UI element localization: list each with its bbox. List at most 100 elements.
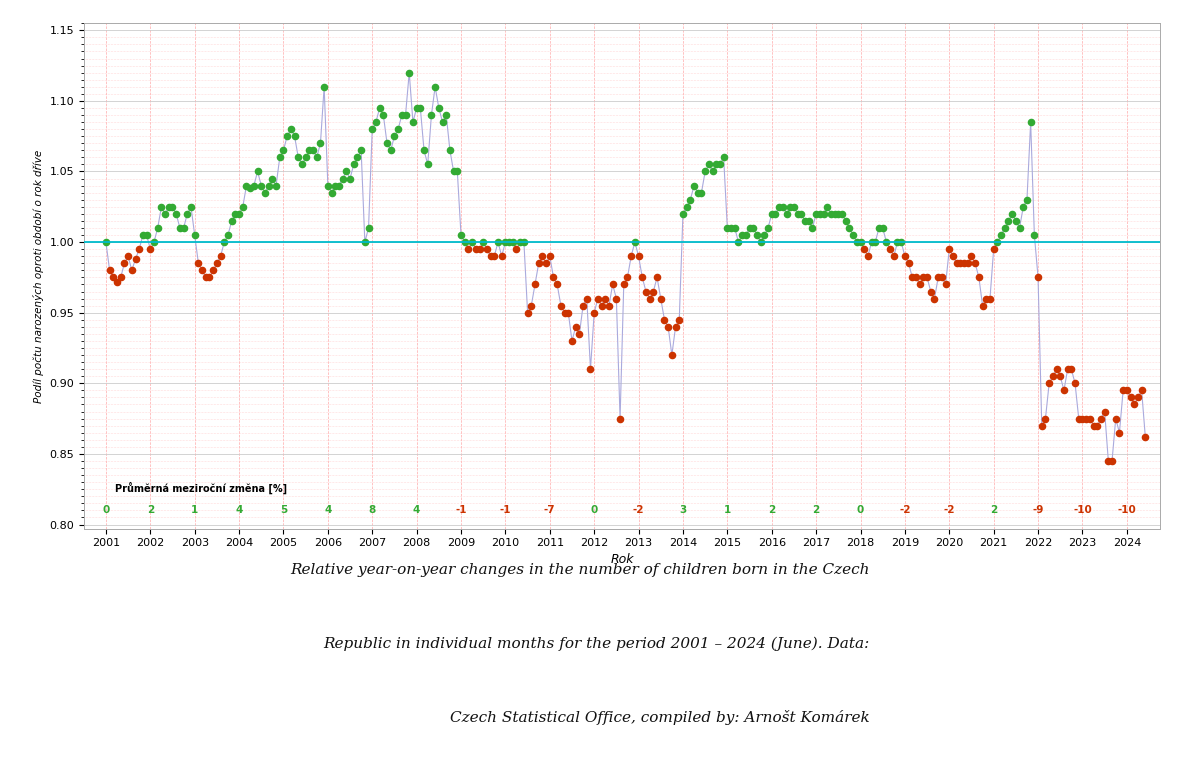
Point <box>410 101 429 114</box>
Point <box>1080 413 1099 425</box>
Text: -10: -10 <box>1117 505 1136 515</box>
Point <box>866 236 885 248</box>
Text: 2: 2 <box>768 505 775 515</box>
Point <box>855 243 874 255</box>
Point <box>810 207 829 220</box>
Point <box>1050 370 1069 382</box>
Text: Republic in individual months for the period 2001 – 2024 (June). Data:: Republic in individual months for the pe… <box>323 637 869 651</box>
Point <box>429 101 448 114</box>
Point <box>555 307 574 319</box>
Point <box>426 80 445 93</box>
Point <box>606 293 626 305</box>
Point <box>355 236 374 248</box>
Point <box>115 257 134 269</box>
Point <box>219 229 238 241</box>
Point <box>958 257 977 269</box>
Point <box>207 257 226 269</box>
Point <box>307 151 327 163</box>
Text: Průměrná meziroční změna [%]: Průměrná meziroční změna [%] <box>115 481 287 494</box>
Point <box>222 214 242 227</box>
Point <box>681 194 700 206</box>
Point <box>444 166 463 178</box>
Point <box>529 257 548 269</box>
Point <box>518 307 537 319</box>
Text: 4: 4 <box>236 505 243 515</box>
Point <box>389 123 408 135</box>
Point <box>843 229 862 241</box>
Point <box>256 187 275 199</box>
Point <box>1039 377 1058 389</box>
Point <box>341 173 360 185</box>
Point <box>1133 384 1152 396</box>
Point <box>610 413 629 425</box>
Point <box>481 250 500 262</box>
Point <box>159 200 178 213</box>
Point <box>362 123 382 135</box>
Point <box>440 144 459 156</box>
Point <box>1002 207 1021 220</box>
Point <box>447 166 466 178</box>
Point <box>500 236 519 248</box>
Point <box>488 236 507 248</box>
Text: -2: -2 <box>944 505 956 515</box>
Point <box>396 109 415 122</box>
Point <box>325 180 344 192</box>
Point <box>251 180 270 192</box>
Point <box>511 236 530 248</box>
Point <box>714 151 733 163</box>
Point <box>285 130 304 142</box>
Point <box>359 222 378 235</box>
Point <box>196 271 215 283</box>
Point <box>847 236 866 248</box>
Point <box>1084 420 1103 432</box>
Point <box>100 264 120 276</box>
Point <box>1087 420 1106 432</box>
Point <box>233 200 252 213</box>
Point <box>200 271 219 283</box>
Point <box>281 123 300 135</box>
Point <box>1058 363 1078 375</box>
Point <box>1025 229 1044 241</box>
Point <box>574 300 593 312</box>
Point <box>166 207 185 220</box>
Point <box>419 158 438 170</box>
Point <box>999 214 1018 227</box>
Point <box>799 214 818 227</box>
Text: -9: -9 <box>1032 505 1044 515</box>
Point <box>248 166 267 178</box>
Point <box>470 243 489 255</box>
Point <box>1113 384 1133 396</box>
Point <box>836 214 855 227</box>
Point <box>559 307 578 319</box>
Point <box>451 229 470 241</box>
Point <box>237 180 256 192</box>
Text: 4: 4 <box>413 505 420 515</box>
Point <box>329 180 348 192</box>
Point <box>603 279 622 291</box>
Point <box>914 271 933 283</box>
Point <box>145 236 164 248</box>
Point <box>382 144 401 156</box>
Point <box>474 236 493 248</box>
Text: Relative year-on-year changes in the number of children born in the Czech: Relative year-on-year changes in the num… <box>289 563 869 577</box>
Point <box>988 236 1007 248</box>
Point <box>97 236 116 248</box>
Point <box>670 313 689 326</box>
Point <box>370 101 389 114</box>
Text: -1: -1 <box>500 505 511 515</box>
Point <box>141 243 160 255</box>
Point <box>1103 455 1122 467</box>
Point <box>977 293 996 305</box>
Point <box>740 222 759 235</box>
Point <box>297 151 316 163</box>
Point <box>148 222 167 235</box>
Point <box>185 229 205 241</box>
Point <box>588 293 608 305</box>
Point <box>965 257 984 269</box>
Point <box>651 293 670 305</box>
Text: 0: 0 <box>591 505 598 515</box>
Point <box>1076 413 1096 425</box>
Point <box>215 236 234 248</box>
Point <box>492 250 511 262</box>
Point <box>707 158 726 170</box>
